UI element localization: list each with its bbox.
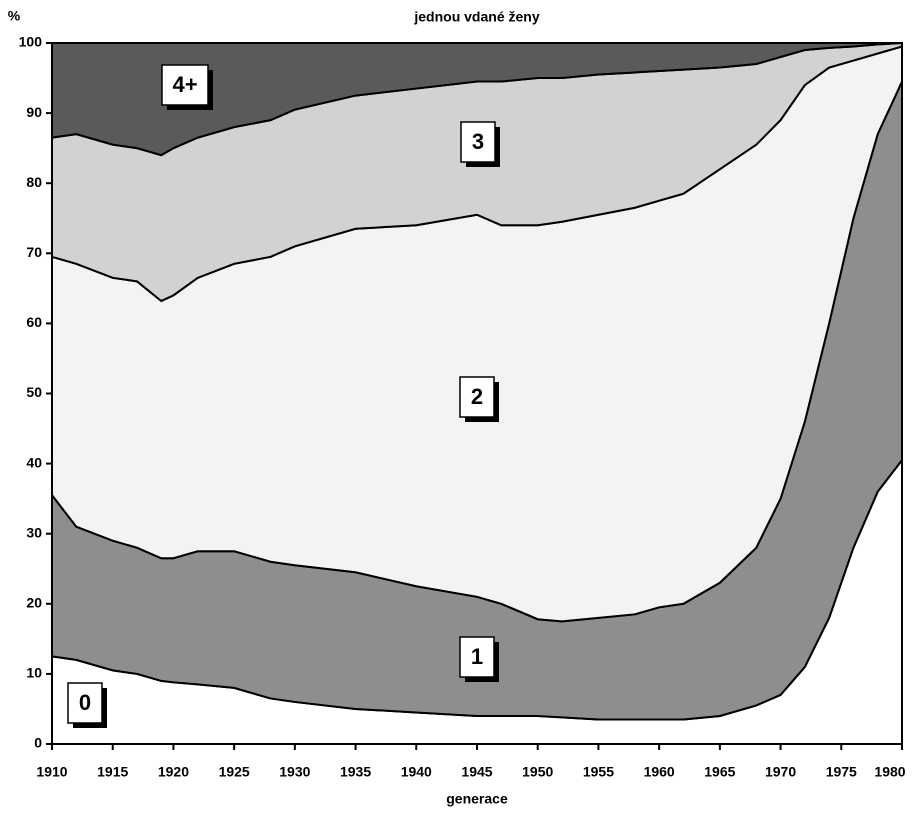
x-tick-label: 1955	[583, 764, 614, 780]
series-label: 0	[79, 690, 91, 715]
y-tick-label: 60	[26, 314, 42, 330]
y-tick-label: 90	[26, 104, 42, 120]
x-tick-label: 1940	[401, 764, 432, 780]
y-tick-label: 0	[34, 735, 42, 751]
x-tick-label: 1935	[340, 764, 371, 780]
series-label: 4+	[172, 72, 197, 97]
label-box	[161, 64, 209, 106]
y-tick-label: 80	[26, 174, 42, 190]
y-tick-label: 20	[26, 595, 42, 611]
x-tick-label: 1980	[874, 764, 905, 780]
series-label: 1	[471, 644, 483, 669]
x-tick-label: 1965	[704, 764, 735, 780]
y-tick-label: 40	[26, 454, 42, 470]
label-box	[460, 121, 496, 163]
y-tick-label: 70	[26, 244, 42, 260]
x-tick-label: 1930	[279, 764, 310, 780]
x-tick-label: 1970	[765, 764, 796, 780]
x-tick-label: 1920	[158, 764, 189, 780]
x-tick-label: 1945	[461, 764, 492, 780]
label-box	[459, 376, 495, 418]
y-tick-label: 50	[26, 384, 42, 400]
chart-title: jednou vdané ženy	[413, 9, 539, 25]
label-box	[67, 682, 103, 724]
series-label: 2	[471, 384, 483, 409]
y-axis-label: %	[8, 8, 21, 24]
y-tick-label: 30	[26, 524, 42, 540]
y-tick-label: 10	[26, 665, 42, 681]
x-tick-label: 1910	[36, 764, 67, 780]
x-tick-label: 1960	[644, 764, 675, 780]
label-box	[459, 636, 495, 678]
x-axis-label: generace	[446, 791, 508, 807]
x-tick-label: 1915	[97, 764, 128, 780]
x-tick-label: 1925	[219, 764, 250, 780]
series-label: 3	[472, 129, 484, 154]
x-tick-label: 1975	[826, 764, 857, 780]
y-tick-label: 100	[19, 34, 43, 50]
x-tick-label: 1950	[522, 764, 553, 780]
